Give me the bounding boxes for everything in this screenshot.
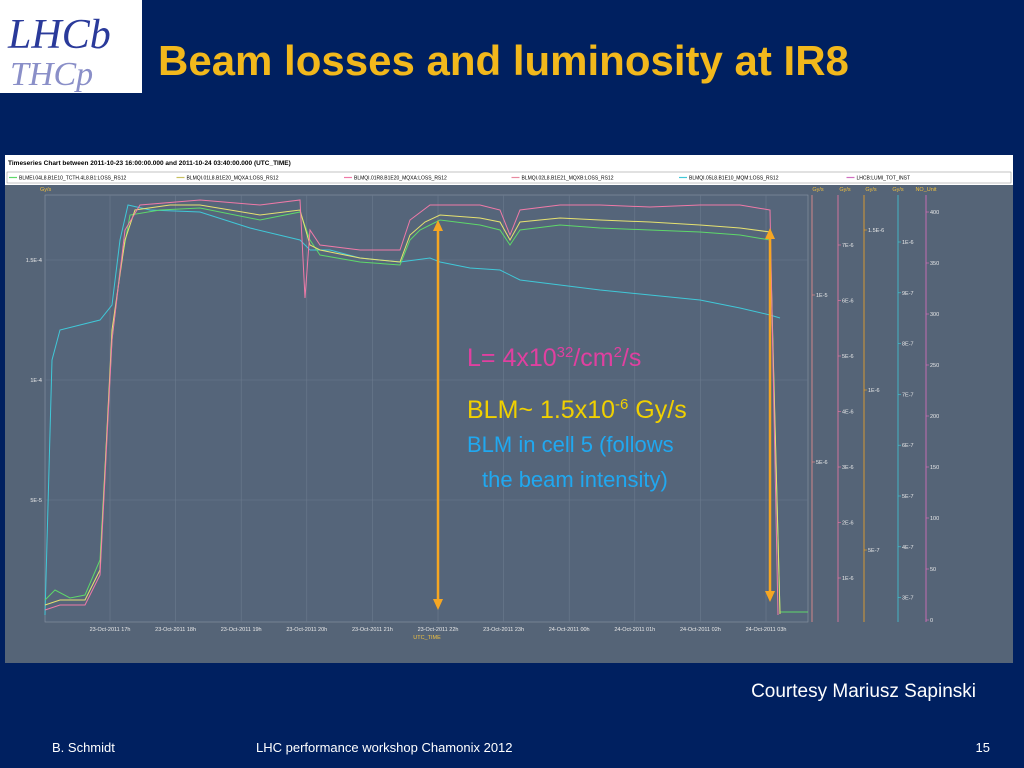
chart-header [5,155,1013,185]
curve-cyan [44,204,781,616]
left-axis-unit: Gy/s [40,187,52,193]
y-tick-label: 5E-5 [30,498,42,504]
right-tick-label: 400 [930,210,939,216]
footer-event: LHC performance workshop Chamonix 2012 [256,740,513,755]
right-tick-label: 7E-6 [842,243,854,249]
right-tick-label: 4E-6 [842,410,854,416]
right-tick-label: 6E-6 [842,299,854,305]
right-tick-label: 1.5E-6 [868,228,884,234]
arrow-head [765,228,775,239]
plot-area [44,194,809,623]
x-tick-label: 24-Oct-2011 00h [549,627,590,633]
right-tick-label: 250 [930,363,939,369]
legend-label: BLMEI.04L8.B1E10_TCTH.4L8.B1:LOSS_RS12 [19,176,127,182]
cell5-note: BLM in cell 5 (follows [467,432,674,457]
footer-page: 15 [976,740,990,755]
right-tick-label: 1E-5 [816,293,828,299]
right-tick-label: 3E-6 [842,465,854,471]
right-tick-label: 1E-6 [902,240,914,246]
x-tick-label: 23-Oct-2011 17h [90,627,131,633]
x-tick-label: 23-Oct-2011 19h [221,627,262,633]
x-tick-label: 24-Oct-2011 03h [746,627,787,633]
x-tick-label: 24-Oct-2011 02h [680,627,721,633]
right-tick-label: 5E-7 [868,548,880,554]
x-tick-label: 24-Oct-2011 01h [614,627,655,633]
slide-title: Beam losses and luminosity at IR8 [158,37,849,84]
right-tick-label: 350 [930,261,939,267]
right-tick-label: 100 [930,516,939,522]
legend-label: LHCB:LUMI_TOT_INST [857,176,911,182]
x-axis-label: UTC_TIME [413,635,441,641]
right-tick-label: 7E-7 [902,392,914,398]
lumi-note: L= 4x1032/cm2/s [467,344,641,372]
arrow-head [433,220,443,231]
y-tick-label: 1.5E-4 [26,258,42,264]
right-tick-label: 1E-6 [868,388,880,394]
arrow-head [433,599,443,610]
cell5-note: the beam intensity) [482,467,668,492]
x-tick-label: 23-Oct-2011 23h [483,627,524,633]
right-tick-label: 50 [930,567,936,573]
right-axis-unit: Gy/s [892,187,904,193]
right-axis-unit: Gy/s [812,187,824,193]
right-tick-label: 3E-7 [902,596,914,602]
logo-box [0,0,142,93]
right-axis-unit: Gy/s [865,187,877,193]
x-tick-label: 23-Oct-2011 22h [418,627,459,633]
right-tick-label: 150 [930,465,939,471]
y-tick-label: 1E-4 [30,378,42,384]
legend-label: BLMQI.01L8.B1E20_MQXA:LOSS_RS12 [187,176,279,182]
right-tick-label: 5E-6 [842,354,854,360]
chart-title: Timeseries Chart between 2011-10-23 16:0… [8,160,291,167]
legend-label: BLMQI.05L8.B1E10_MQM:LOSS_RS12 [689,176,779,182]
courtesy: Courtesy Mariusz Sapinski [751,681,976,702]
right-tick-label: 6E-7 [902,443,914,449]
logo-bottom: THCp [10,56,93,93]
right-tick-label: 8E-7 [902,342,914,348]
right-axis-unit: NO_Unit [915,187,937,193]
right-tick-label: 1E-6 [842,576,854,582]
legend-label: BLMQI.02L8.B1E21_MQXB:LOSS_RS12 [522,176,614,182]
footer-author: B. Schmidt [52,740,115,755]
right-axis-unit: Gy/s [839,187,851,193]
right-tick-label: 5E-6 [816,460,828,466]
curve-pink [44,199,779,616]
x-tick-label: 23-Oct-2011 21h [352,627,393,633]
right-tick-label: 4E-7 [902,545,914,551]
x-tick-label: 23-Oct-2011 18h [155,627,196,633]
right-tick-label: 5E-7 [902,494,914,500]
legend-box [6,171,1012,184]
legend-label: BLMQI.01R8.B1E20_MQXA:LOSS_RS12 [354,176,447,182]
right-tick-label: 9E-7 [902,291,914,297]
right-tick-label: 2E-6 [842,521,854,527]
right-tick-label: 0 [930,618,933,624]
x-tick-label: 23-Oct-2011 20h [286,627,327,633]
right-tick-label: 300 [930,312,939,318]
right-tick-label: 200 [930,414,939,420]
curves [44,199,808,616]
arrow-head [765,591,775,602]
blm-note: BLM~ 1.5x10-6 Gy/s [467,396,687,424]
logo-top: LHCb [7,12,111,58]
